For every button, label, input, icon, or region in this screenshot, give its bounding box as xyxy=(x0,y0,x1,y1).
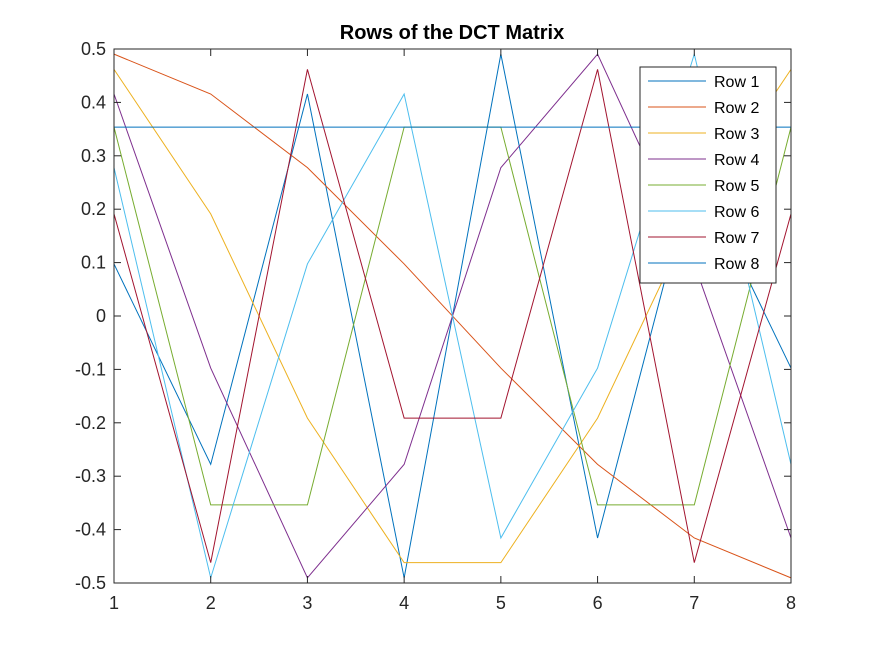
x-tick-label: 2 xyxy=(206,593,216,613)
x-tick-label: 3 xyxy=(302,593,312,613)
x-tick-label: 5 xyxy=(496,593,506,613)
y-tick-label: -0.5 xyxy=(75,573,106,593)
y-tick-label: 0.4 xyxy=(81,92,106,112)
y-tick-label: 0.2 xyxy=(81,199,106,219)
series-layer xyxy=(113,52,792,580)
x-tick-label: 7 xyxy=(689,593,699,613)
legend-box xyxy=(639,66,777,284)
x-tick-label: 1 xyxy=(109,593,119,613)
y-axis-ticks: -0.5 -0.4 -0.3 -0.2 -0.1 0 0.1 0.2 0.3 0.4 0.5 xyxy=(75,39,791,593)
y-tick-label: 0.5 xyxy=(81,39,106,59)
y-tick-label: 0.1 xyxy=(81,253,106,273)
y-tick-label: 0 xyxy=(96,306,106,326)
x-axis-ticks: 1 2 3 4 5 6 7 8 xyxy=(109,49,796,613)
legend-label-row-2: Row 2 xyxy=(714,100,759,117)
y-tick-label: 0.3 xyxy=(81,146,106,166)
series-line-row-7 xyxy=(113,69,792,563)
legend: Row 1 Row 2 Row 3 Row 4 Row 5 Row 6 Row 7 Row 8 xyxy=(639,66,777,284)
y-tick-label: -0.1 xyxy=(75,359,106,379)
legend-label-row-3: Row 3 xyxy=(714,126,759,143)
x-tick-label: 8 xyxy=(786,593,796,613)
y-tick-label: -0.2 xyxy=(75,413,106,433)
y-tick-label: -0.3 xyxy=(75,466,106,486)
chart-title: Rows of the DCT Matrix xyxy=(340,22,564,44)
legend-label-row-7: Row 7 xyxy=(714,230,759,247)
legend-label-row-5: Row 5 xyxy=(714,178,759,195)
legend-label-row-6: Row 6 xyxy=(714,204,759,221)
legend-label-row-4: Row 4 xyxy=(714,152,759,169)
y-tick-label: -0.4 xyxy=(75,520,106,540)
legend-label-row-1: Row 1 xyxy=(714,74,759,91)
legend-label-row-8: Row 8 xyxy=(714,256,759,273)
x-tick-label: 4 xyxy=(399,593,409,613)
x-tick-label: 6 xyxy=(593,593,603,613)
